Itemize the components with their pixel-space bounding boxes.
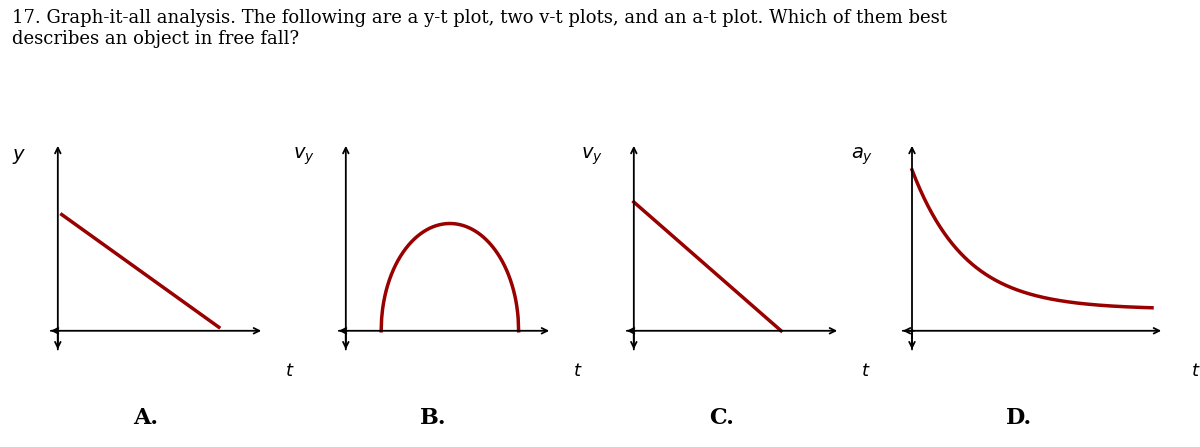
Text: D.: D. xyxy=(1006,407,1032,429)
Text: $y$: $y$ xyxy=(12,147,26,166)
Text: $v_y$: $v_y$ xyxy=(293,146,314,167)
Text: B.: B. xyxy=(420,407,446,429)
Text: $t$: $t$ xyxy=(574,362,583,380)
Text: C.: C. xyxy=(709,407,733,429)
Text: $t$: $t$ xyxy=(862,362,871,380)
Text: $t$: $t$ xyxy=(286,362,295,380)
Text: A.: A. xyxy=(133,407,157,429)
Text: $t$: $t$ xyxy=(1190,362,1200,380)
Text: 17. Graph-it-all analysis. The following are a y-t plot, two v-t plots, and an a: 17. Graph-it-all analysis. The following… xyxy=(12,9,947,48)
Text: $v_y$: $v_y$ xyxy=(581,146,602,167)
Text: $a_y$: $a_y$ xyxy=(852,146,874,167)
